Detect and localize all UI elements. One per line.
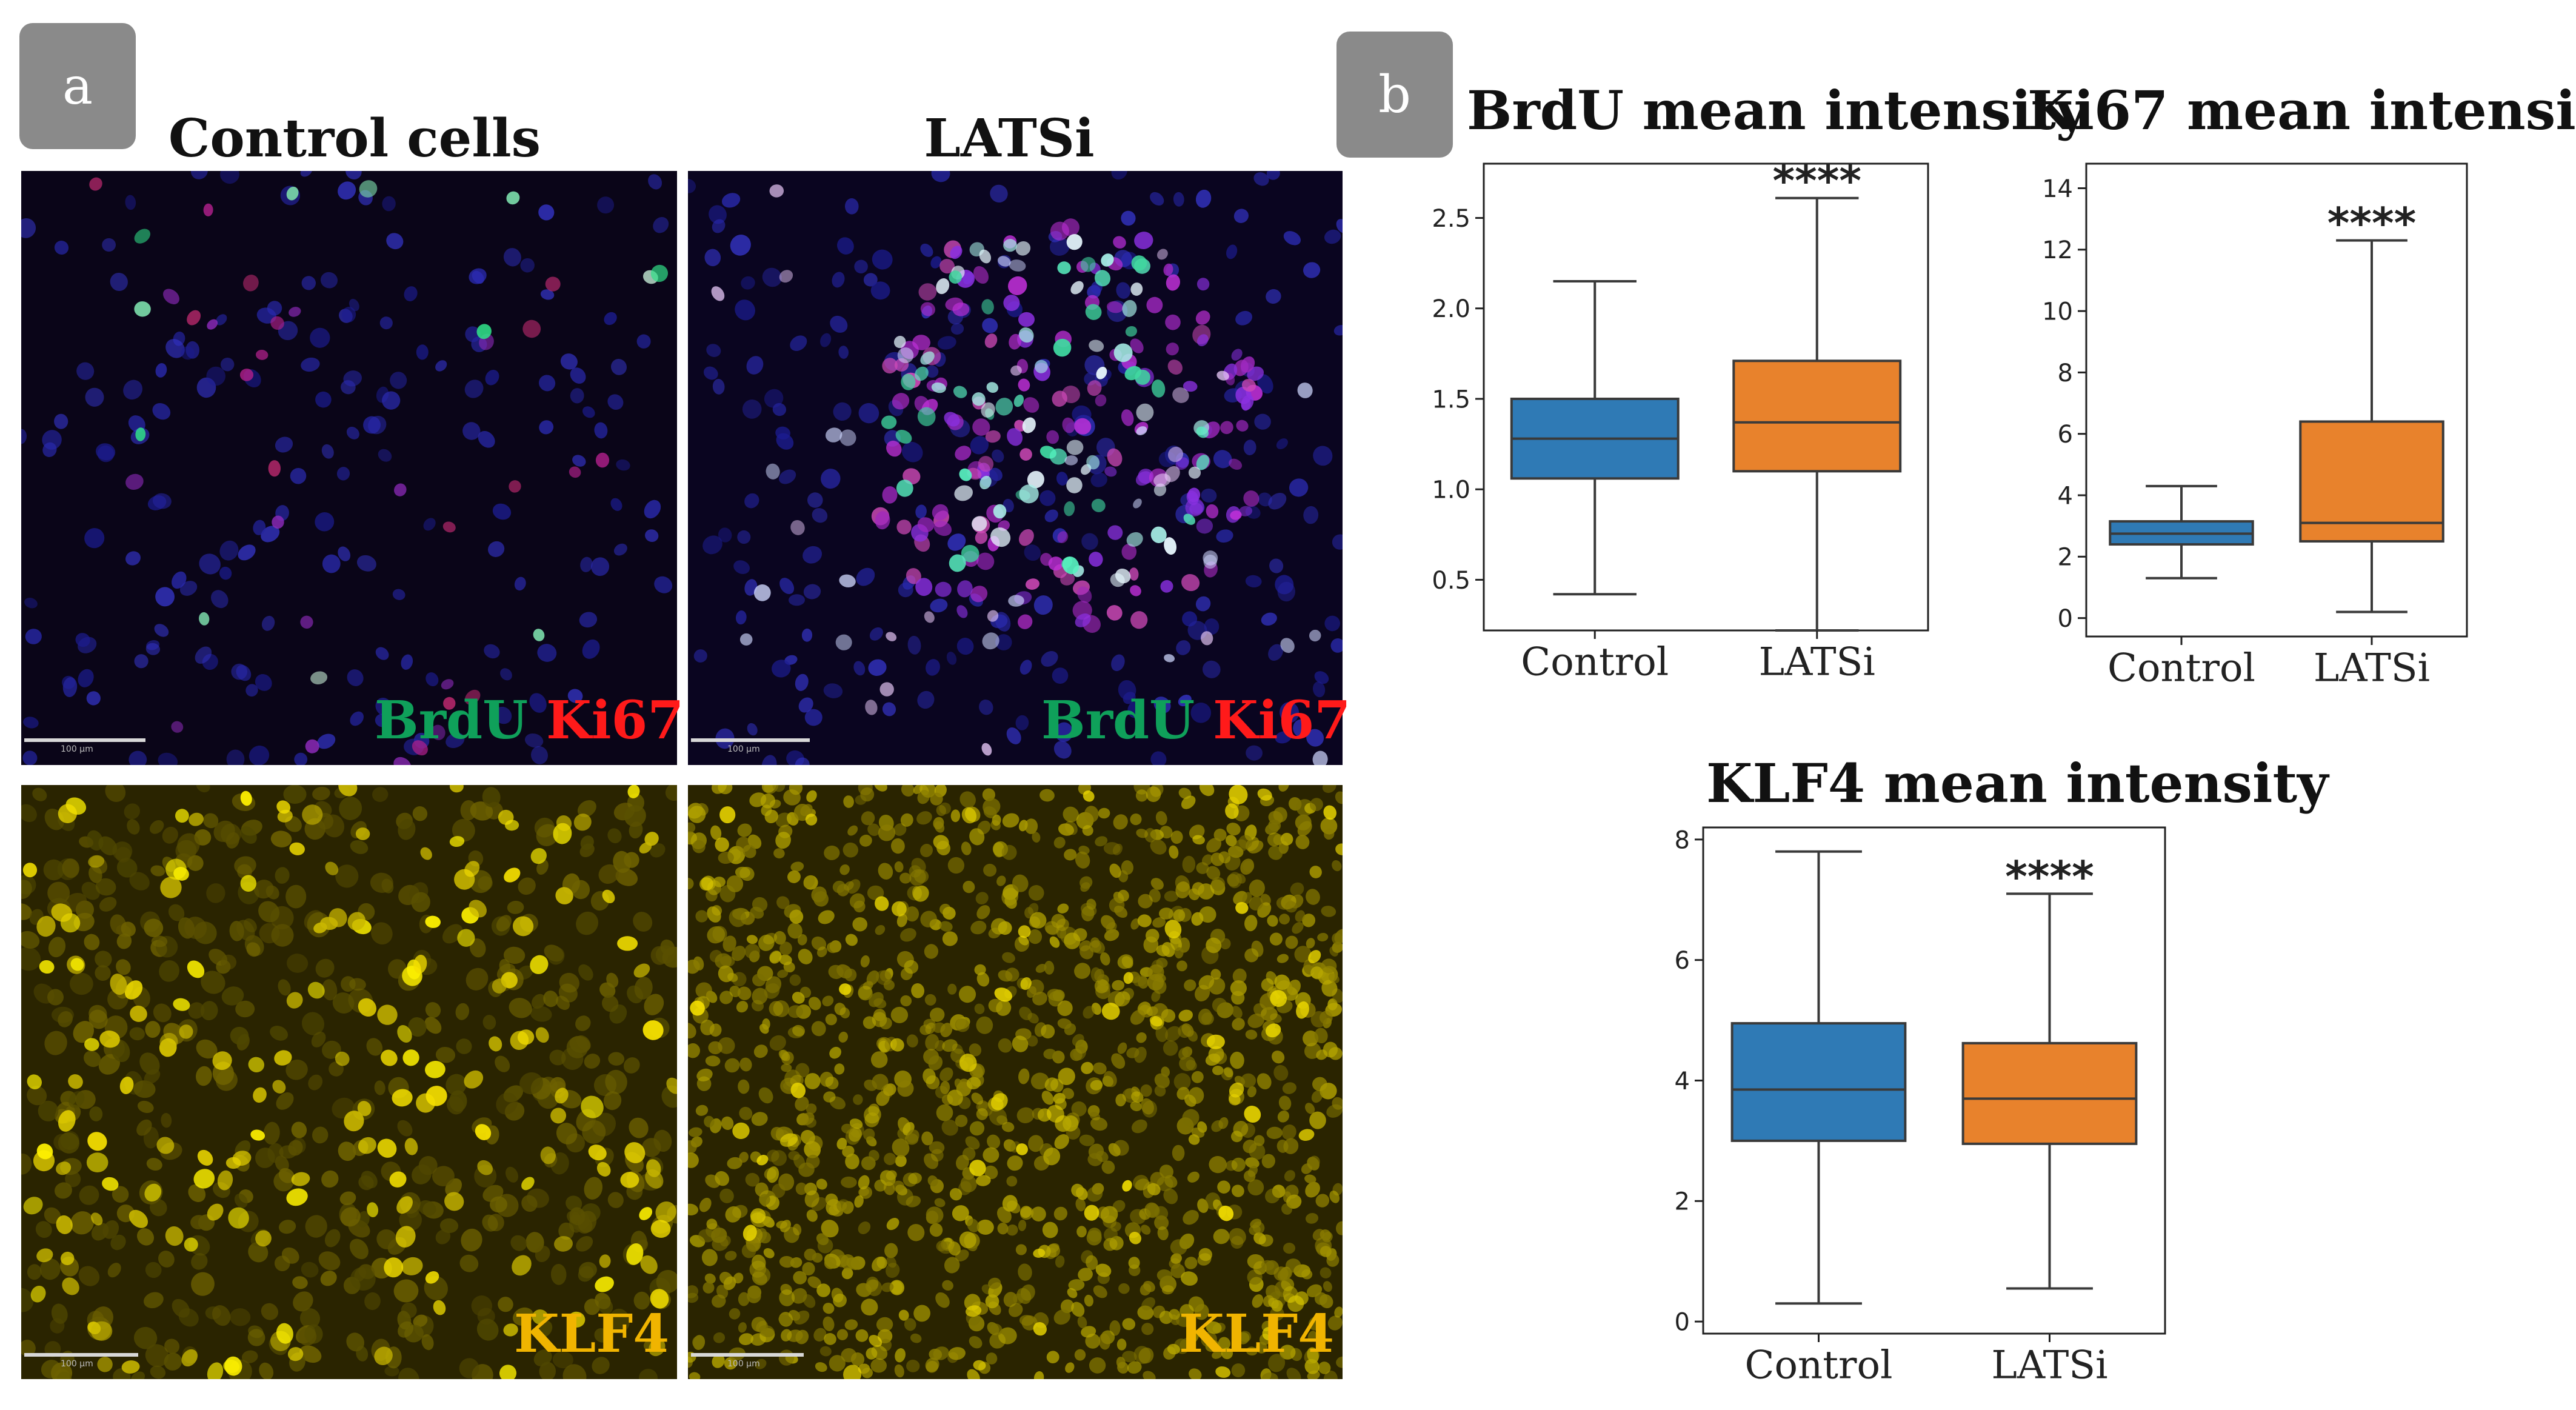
micrograph-control-brdu-ki67 xyxy=(21,171,677,765)
scale-bar-text: 100 μm xyxy=(61,1359,93,1369)
box-control xyxy=(1510,279,1680,596)
y-tick-label: 1.0 xyxy=(1432,476,1470,504)
box-iqr xyxy=(1961,1041,2138,1145)
y-tick-label: 2.5 xyxy=(1432,205,1470,233)
x-tick-label: Control xyxy=(2107,646,2255,691)
panel-a-tag: a xyxy=(19,23,136,149)
box-latsi xyxy=(2299,239,2444,613)
stain-label-brdu-ki67: BrdU Ki67 xyxy=(1041,690,1350,751)
column-title-latsi: LATSi xyxy=(924,108,1095,169)
column-title-control: Control cells xyxy=(168,108,541,169)
y-tick-label: 0.5 xyxy=(1432,567,1470,595)
box-iqr xyxy=(1732,359,1902,473)
scale-bar-text: 100 μm xyxy=(727,1359,760,1369)
brdu-label: BrdU xyxy=(1041,690,1195,751)
plot-frame xyxy=(2085,162,2468,638)
boxplot-brdu: 0.5 1.0 1.5 2.0 2.5 Control LATSi **** xyxy=(1394,156,1940,703)
scale-bar-text: 100 μm xyxy=(61,744,93,754)
micrograph-latsi-brdu-ki67 xyxy=(688,171,1343,765)
chart-title-ki67: Ki67 mean intensity xyxy=(2027,79,2576,142)
klf4-label: KLF4 xyxy=(1179,1303,1335,1365)
y-tick-label: 4 xyxy=(2058,482,2073,510)
y-tick-label: 12 xyxy=(2042,236,2073,264)
scale-bar xyxy=(24,1353,138,1357)
y-tick-label: 6 xyxy=(1675,947,1690,975)
x-tick-label: LATSi xyxy=(1759,640,1875,685)
chart-title-klf4: KLF4 mean intensity xyxy=(1706,752,2329,815)
y-tick-label: 1.5 xyxy=(1432,386,1470,413)
micrograph-control-klf4 xyxy=(21,785,677,1379)
box-control xyxy=(1730,850,1907,1305)
box-control xyxy=(2109,484,2254,580)
x-tick-label: Control xyxy=(1744,1343,1892,1388)
y-tick-label: 8 xyxy=(2058,359,2073,387)
significance-annotation: **** xyxy=(2327,199,2416,249)
brdu-label: BrdU xyxy=(375,690,529,751)
x-tick-label: Control xyxy=(1521,640,1669,685)
box-latsi xyxy=(1732,196,1902,632)
y-tick-label: 2 xyxy=(1675,1188,1690,1216)
scale-bar xyxy=(24,738,145,742)
box-iqr xyxy=(1730,1022,1907,1142)
y-tick-label: 6 xyxy=(2058,421,2073,449)
stain-label-brdu-ki67: BrdU Ki67 xyxy=(375,690,684,751)
panel-b-tag: b xyxy=(1336,32,1453,158)
scale-bar xyxy=(691,1353,804,1357)
y-tick-label: 0 xyxy=(1675,1309,1690,1337)
boxplot-klf4: 0 2 4 6 8 Control LATSi **** xyxy=(1637,821,2182,1403)
boxplot-ki67: 0 2 4 6 8 10 12 14 Control LATSi **** xyxy=(2012,158,2558,703)
ki67-label: Ki67 xyxy=(546,690,684,751)
y-tick-label: 2 xyxy=(2058,544,2073,572)
y-tick-label: 14 xyxy=(2042,175,2073,203)
box-latsi xyxy=(1961,892,2138,1290)
y-tick-label: 10 xyxy=(2042,298,2073,326)
micrograph-latsi-klf4 xyxy=(688,785,1343,1379)
scale-bar xyxy=(691,738,810,742)
y-tick-label: 0 xyxy=(2058,605,2073,633)
y-tick-label: 2.0 xyxy=(1432,295,1470,323)
y-tick-label: 4 xyxy=(1675,1068,1690,1095)
x-tick-label: LATSi xyxy=(1991,1343,2107,1388)
significance-annotation: **** xyxy=(1773,156,1861,206)
klf4-label: KLF4 xyxy=(514,1303,670,1365)
x-tick-label: LATSi xyxy=(2314,646,2430,691)
significance-annotation: **** xyxy=(2005,852,2094,901)
scale-bar-text: 100 μm xyxy=(727,744,760,754)
ki67-label: Ki67 xyxy=(1213,690,1351,751)
box-iqr xyxy=(2299,420,2444,543)
chart-title-brdu: BrdU mean intensity xyxy=(1467,79,2087,142)
y-tick-label: 8 xyxy=(1675,826,1690,854)
plot-frame xyxy=(1483,162,1929,632)
